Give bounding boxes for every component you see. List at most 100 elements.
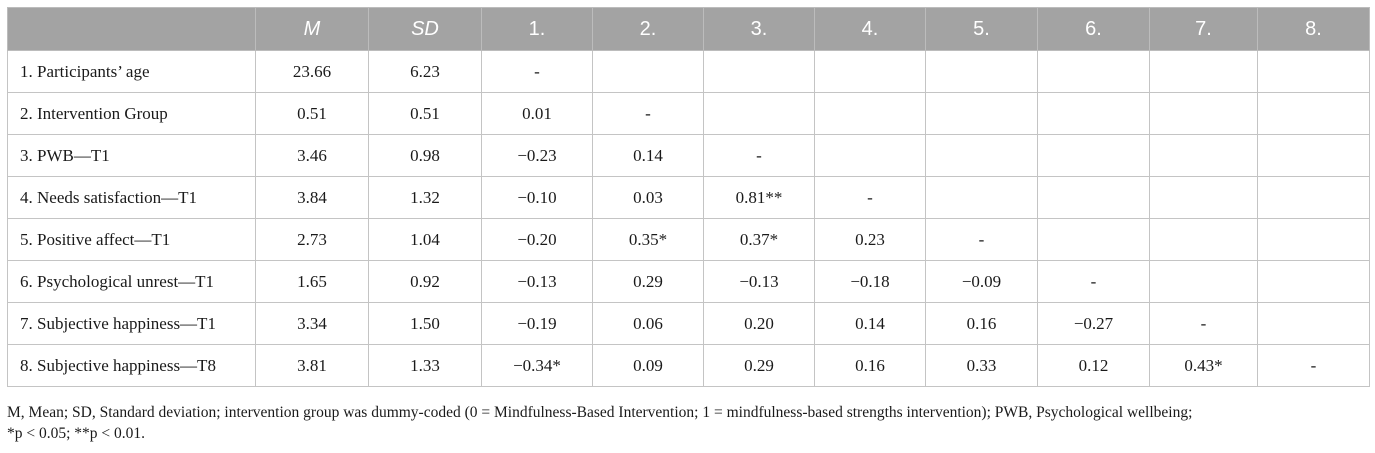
table-cell: 0.43* [1149,344,1258,387]
table-cell [1149,134,1258,177]
table-cell [1149,50,1258,93]
table-row: 7. Subjective happiness—T1 3.34 1.50 −0.… [7,302,1370,345]
table-cell: 0.35* [592,218,704,261]
table-cell [1037,50,1150,93]
table-cell: 0.03 [592,176,704,219]
table-cell: 0.37* [703,218,815,261]
table-cell [1257,50,1370,93]
table-row: 6. Psychological unrest—T1 1.65 0.92 −0.… [7,260,1370,303]
row-label: 3. PWB—T1 [7,134,256,177]
table-row: 5. Positive affect—T1 2.73 1.04 −0.20 0.… [7,218,1370,261]
table-cell: −0.20 [481,218,593,261]
table-cell: 0.29 [703,344,815,387]
table-cell: 3.34 [255,302,369,345]
table-cell: −0.18 [814,260,926,303]
table-cell [703,50,815,93]
table-cell: 3.84 [255,176,369,219]
table-footnote: M, Mean; SD, Standard deviation; interve… [7,402,1369,444]
table-cell: −0.19 [481,302,593,345]
table-cell [925,92,1038,135]
table-cell: −0.10 [481,176,593,219]
table-cell: 0.14 [592,134,704,177]
table-cell: −0.27 [1037,302,1150,345]
table-cell [703,92,815,135]
table-cell [1037,176,1150,219]
table-cell: −0.13 [703,260,815,303]
table-cell [1037,134,1150,177]
table-row: 8. Subjective happiness—T8 3.81 1.33 −0.… [7,344,1370,387]
table-cell: - [814,176,926,219]
table-cell: 0.33 [925,344,1038,387]
table-row: 4. Needs satisfaction—T1 3.84 1.32 −0.10… [7,176,1370,219]
table-cell: 6.23 [368,50,482,93]
table-cell: 1.04 [368,218,482,261]
header-cell-mean: M [255,7,369,51]
table-cell: - [1257,344,1370,387]
header-cell-col-4: 4. [814,7,926,51]
table-cell: 0.14 [814,302,926,345]
table-cell: 1.32 [368,176,482,219]
table-cell: 0.98 [368,134,482,177]
table-cell [925,176,1038,219]
table-cell: - [1037,260,1150,303]
header-cell-col-6: 6. [1037,7,1150,51]
header-cell-col-8: 8. [1257,7,1370,51]
table-cell: 0.51 [255,92,369,135]
table-cell [1257,92,1370,135]
table-cell: 0.23 [814,218,926,261]
table-cell [1257,302,1370,345]
table-cell [814,134,926,177]
table-cell: - [925,218,1038,261]
table-cell: 2.73 [255,218,369,261]
table-cell [814,50,926,93]
table-cell [925,50,1038,93]
correlation-table: M SD 1. 2. 3. 4. 5. 6. 7. 8. 1. Particip… [7,7,1370,387]
table-row: 2. Intervention Group 0.51 0.51 0.01 - [7,92,1370,135]
table-cell [1149,176,1258,219]
row-label: 4. Needs satisfaction—T1 [7,176,256,219]
table-cell: - [481,50,593,93]
table-cell: - [592,92,704,135]
table-cell: −0.09 [925,260,1038,303]
table-cell [814,92,926,135]
table-cell: 0.06 [592,302,704,345]
table-cell [1257,176,1370,219]
header-cell-col-5: 5. [925,7,1038,51]
table-cell [1149,92,1258,135]
table-cell: - [1149,302,1258,345]
table-cell: 0.20 [703,302,815,345]
table-cell: 3.81 [255,344,369,387]
table-cell [1037,218,1150,261]
table-cell [925,134,1038,177]
table-cell: −0.13 [481,260,593,303]
table-cell: 1.65 [255,260,369,303]
table-cell: −0.23 [481,134,593,177]
table-cell: 0.16 [925,302,1038,345]
row-label: 8. Subjective happiness—T8 [7,344,256,387]
row-label: 5. Positive affect—T1 [7,218,256,261]
table-cell [1257,218,1370,261]
table-cell: 0.01 [481,92,593,135]
table-cell: 1.50 [368,302,482,345]
row-label: 7. Subjective happiness—T1 [7,302,256,345]
table-header-row: M SD 1. 2. 3. 4. 5. 6. 7. 8. [7,7,1370,51]
table-cell: 23.66 [255,50,369,93]
table-cell: 0.51 [368,92,482,135]
table-cell: 0.12 [1037,344,1150,387]
table-cell: - [703,134,815,177]
table-cell [1257,134,1370,177]
table-cell: 0.92 [368,260,482,303]
row-label: 6. Psychological unrest—T1 [7,260,256,303]
row-label: 1. Participants’ age [7,50,256,93]
table-cell: 0.09 [592,344,704,387]
header-cell-col-1: 1. [481,7,593,51]
table-cell [1149,218,1258,261]
header-cell-col-7: 7. [1149,7,1258,51]
table-cell: 0.29 [592,260,704,303]
table-cell [1037,92,1150,135]
table-cell: 0.16 [814,344,926,387]
table-cell: 0.81** [703,176,815,219]
table-cell: −0.34* [481,344,593,387]
header-cell-sd: SD [368,7,482,51]
table-row: 1. Participants’ age 23.66 6.23 - [7,50,1370,93]
